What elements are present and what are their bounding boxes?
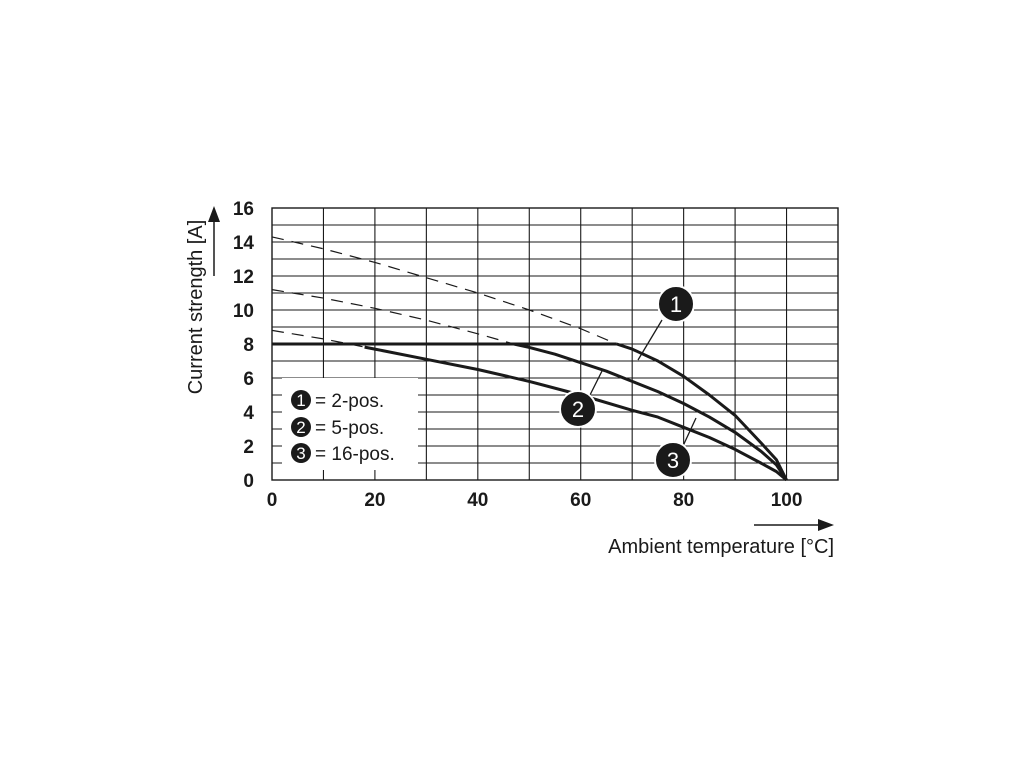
callout-2: 2	[559, 368, 604, 428]
callout-3-circle	[654, 441, 692, 479]
y-tick-label: 2	[243, 437, 254, 458]
callout-3-leader	[682, 417, 697, 447]
y-tick-label: 8	[243, 335, 254, 356]
legend-badge-1-label: 1	[296, 391, 305, 410]
y-axis-title-group: Current strength [A]	[185, 206, 220, 394]
legend-badge-2-label: 2	[296, 418, 305, 437]
curve-3-derating	[364, 345, 788, 482]
x-tick-label: 100	[771, 490, 803, 511]
legend-entry-3: 3 = 16-pos.	[291, 443, 395, 465]
callout-3: 3	[654, 417, 697, 479]
y-axis-arrow-head	[208, 206, 220, 222]
legend-badge-2	[291, 417, 311, 437]
callout-1: 1	[637, 285, 695, 361]
y-tick-label: 6	[243, 369, 254, 390]
legend-entry-3-text: = 16-pos.	[315, 444, 395, 465]
legend-entry-1-text: = 2-pos.	[315, 391, 384, 412]
x-tick-label: 0	[267, 490, 278, 511]
x-tick-label: 20	[364, 490, 385, 511]
legend-entry-2-text: = 5-pos.	[315, 418, 384, 439]
curve-1-theoretical	[271, 236, 617, 345]
callout-2-label: 2	[572, 397, 584, 422]
x-axis-label: Ambient temperature [°C]	[608, 536, 834, 558]
curve-2-theoretical	[271, 289, 514, 345]
y-axis-label: Current strength [A]	[185, 220, 207, 395]
x-tick-label: 60	[570, 490, 591, 511]
x-axis-title-group: Ambient temperature [°C]	[608, 519, 834, 558]
legend-badge-1	[291, 390, 311, 410]
legend-badge-3	[291, 443, 311, 463]
y-tick-label: 16	[233, 199, 254, 220]
callout-1-label: 1	[670, 292, 682, 317]
y-tick-label: 12	[233, 267, 254, 288]
callout-2-leader	[589, 368, 604, 396]
y-tick-label: 10	[233, 301, 254, 322]
curve-1-derating	[616, 342, 788, 481]
callout-1-leader	[637, 319, 663, 361]
legend-entry-2: 2 = 5-pos.	[291, 417, 384, 439]
x-tick-label: 80	[673, 490, 694, 511]
y-tick-label: 4	[243, 403, 254, 424]
callout-3-label: 3	[667, 448, 679, 473]
y-tick-label: 14	[233, 233, 255, 254]
x-axis-arrow-head	[818, 519, 834, 531]
callout-1-circle	[657, 285, 695, 323]
callout-2-circle	[559, 390, 597, 428]
x-tick-label: 40	[467, 490, 488, 511]
y-tick-label: 0	[243, 471, 254, 492]
curve-2-derating	[513, 342, 788, 481]
legend-badge-3-label: 3	[296, 444, 305, 463]
legend-entry-1: 1 = 2-pos.	[291, 390, 384, 412]
legend: 1 = 2-pos. 2 = 5-pos. 3 = 16-pos.	[282, 378, 418, 470]
curves	[271, 236, 788, 482]
